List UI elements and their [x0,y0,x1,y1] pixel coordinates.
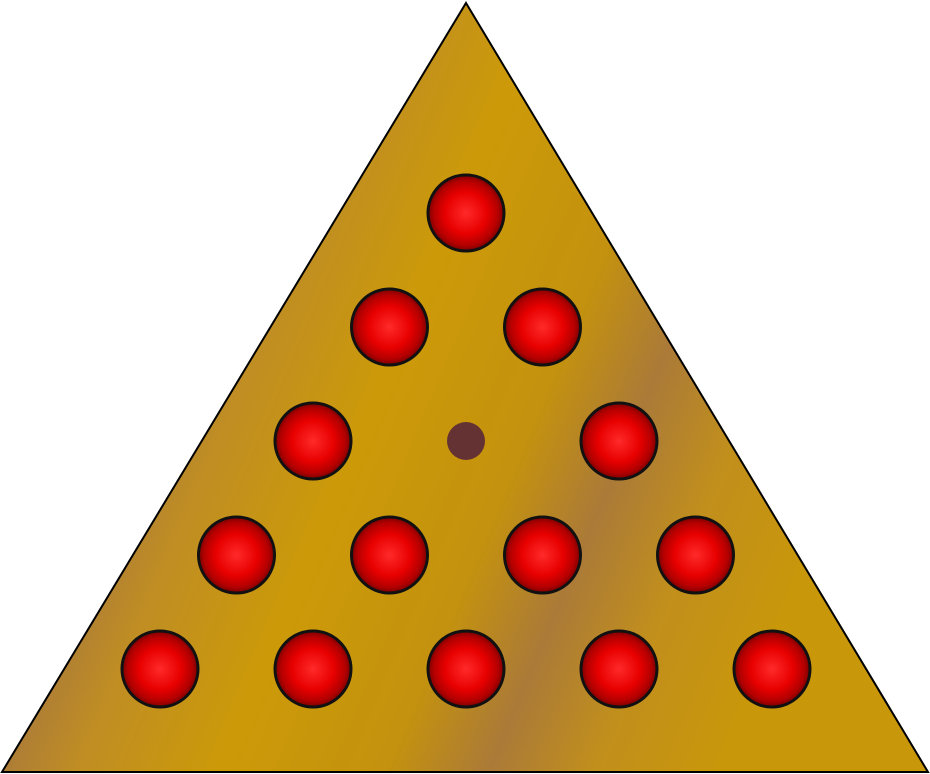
peg-r5-c2[interactable] [273,629,353,709]
peg-r5-c5[interactable] [732,629,812,709]
empty-hole-r3-c2[interactable] [447,422,485,460]
peg-r4-c2[interactable] [350,515,429,595]
peg-r5-c3[interactable] [426,629,506,709]
peg[interactable] [273,401,353,481]
peg-r1-c1[interactable] [426,173,506,253]
peg[interactable] [426,629,506,709]
peg[interactable] [503,515,582,595]
peg-holes [120,173,812,709]
peg[interactable] [273,629,353,709]
peg[interactable] [656,515,735,595]
peg[interactable] [426,173,506,253]
peg-r5-c4[interactable] [579,629,659,709]
peg[interactable] [579,401,659,481]
peg-r5-c1[interactable] [120,629,200,709]
peg[interactable] [350,515,429,595]
peg[interactable] [197,515,276,595]
peg-r4-c4[interactable] [656,515,735,595]
peg[interactable] [579,629,659,709]
peg[interactable] [350,287,429,367]
peg-r3-c3[interactable] [579,401,659,481]
peg[interactable] [120,629,200,709]
peg[interactable] [732,629,812,709]
peg-r4-c3[interactable] [503,515,582,595]
peg-r2-c2[interactable] [503,287,582,367]
peg-r4-c1[interactable] [197,515,276,595]
peg-r3-c1[interactable] [273,401,353,481]
peg[interactable] [503,287,582,367]
peg-r2-c1[interactable] [350,287,429,367]
